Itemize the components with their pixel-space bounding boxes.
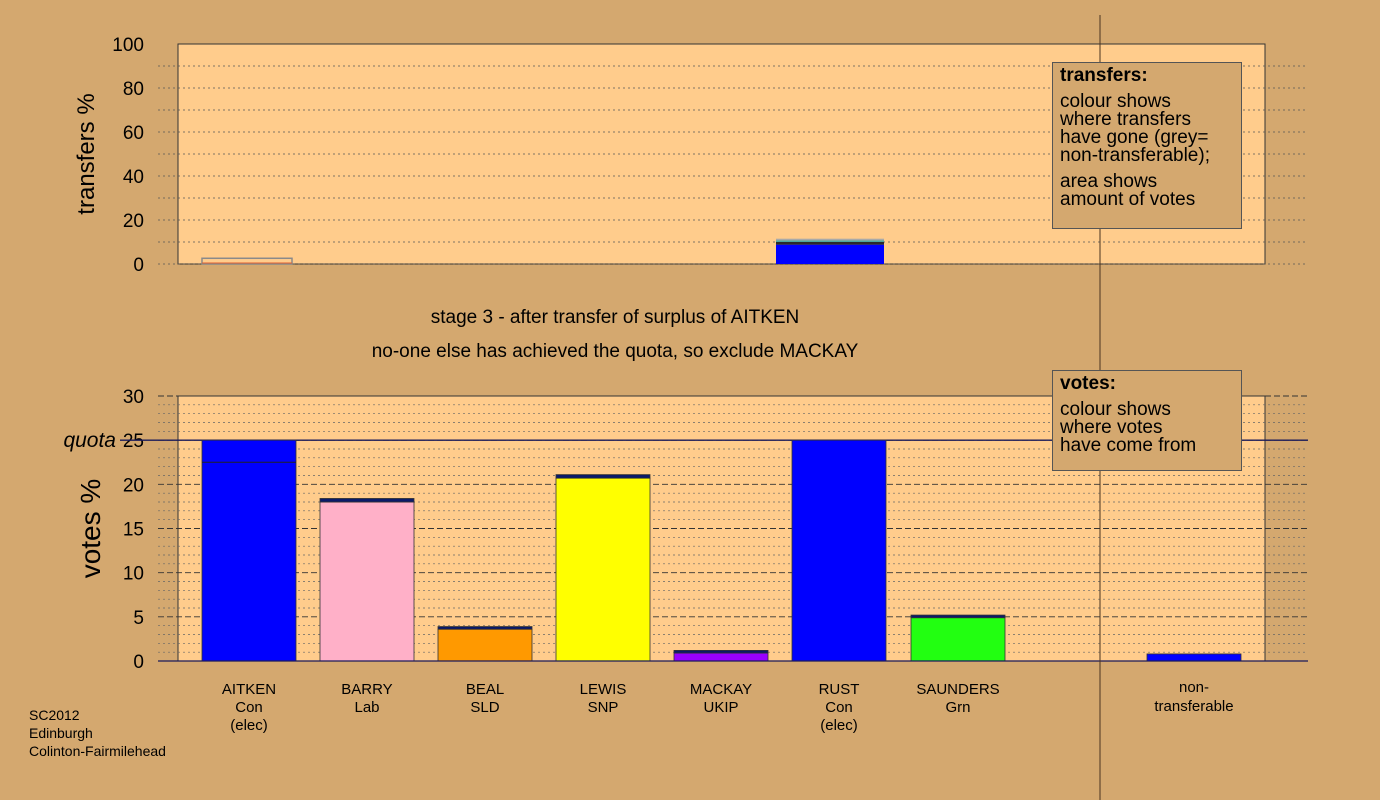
votes-bar-aitken [201,439,297,662]
transfers-bar-rust [776,242,884,245]
category-sublabel: Grn [945,699,970,716]
votes-legend-line: have come from [1060,435,1197,456]
transfers-bar-outline-aitken [201,257,293,265]
transfers-tick-label: 60 [123,123,144,144]
votes-legend-line: where votes [1060,417,1163,438]
transfers-tick-label: 80 [123,79,144,100]
footer-caption: SC2012 Edinburgh Colinton-Fairmilehead [29,706,166,760]
transfers-legend-line: area shows [1060,171,1158,192]
transfers-bar-rust [776,240,884,242]
category-sublabel: SLD [470,699,499,716]
category-sublabel: SNP [588,699,619,716]
footer-council: Edinburgh [29,725,93,741]
votes-bar-mackay [673,650,769,654]
transfers-legend-line: amount of votes [1060,189,1196,210]
transfers-legend-line: where transfers [1060,109,1191,130]
category-sublabel: Con [235,699,263,716]
footer-ward: Colinton-Fairmilehead [29,743,166,759]
transfers-legend-line: non-transferable); [1060,145,1210,166]
votes-legend: votes: colour shows where votes have com… [1052,370,1242,471]
non-transferable-label: non- [1179,679,1209,696]
transfers-axis-label: transfers % [73,93,100,214]
stage-text-line2: no-one else has achieved the quota, so e… [372,341,859,362]
footer-election: SC2012 [29,707,80,723]
category-sublabel: Con [825,699,853,716]
category-label: AITKEN [222,681,276,698]
votes-bar-barry [319,498,415,503]
category-sublabel: UKIP [703,699,738,716]
votes-bar-saunders [910,617,1006,662]
votes-tick-label: 15 [123,520,144,541]
category-label: LEWIS [580,681,627,698]
category-sublabel: (elec) [230,717,268,734]
votes-bar-mackay [673,652,769,662]
votes-axis-label: votes % [75,479,106,579]
transfers-legend: transfers: colour shows where transfers … [1052,62,1242,229]
category-label: MACKAY [690,681,752,698]
votes-tick-label: 0 [133,652,144,673]
votes-tick-label: 10 [123,564,144,585]
transfers-tick-label: 20 [123,211,144,232]
category-label: RUST [819,681,860,698]
category-label: BARRY [341,681,392,698]
votes-bar-beal [437,628,533,662]
votes-bar-barry [319,501,415,662]
votes-tick-label: 5 [133,608,144,629]
category-sublabel: (elec) [820,717,858,734]
transfers-tick-label: 0 [133,255,144,276]
transfers-legend-line: colour shows [1060,91,1171,112]
quota-label: quota [63,429,116,452]
votes-tick-label: 30 [123,387,144,408]
non-transferable-label: transferable [1154,698,1233,715]
votes-tick-label: 25 [123,431,144,452]
category-label: BEAL [466,681,504,698]
transfers-legend-title: transfers: [1060,65,1148,86]
votes-legend-line: colour shows [1060,399,1171,420]
transfers-bar-rust [776,238,884,241]
transfers-bar-rust [776,244,884,264]
transfers-tick-label: 40 [123,167,144,188]
transfers-tick-label: 100 [112,35,144,56]
votes-tick-label: 20 [123,475,144,496]
category-sublabel: Lab [354,699,379,716]
category-label: SAUNDERS [916,681,999,698]
votes-bar-rust [791,439,887,662]
stage-text-line1: stage 3 - after transfer of surplus of A… [431,307,800,328]
votes-legend-title: votes: [1060,373,1116,394]
votes-bar-lewis [555,474,651,479]
votes-bar-saunders [910,614,1006,619]
votes-bar-beal [437,626,533,630]
votes-bar-lewis [555,477,651,662]
votes-bar-non-transferable [1146,653,1242,662]
transfers-legend-line: have gone (grey= [1060,127,1209,148]
